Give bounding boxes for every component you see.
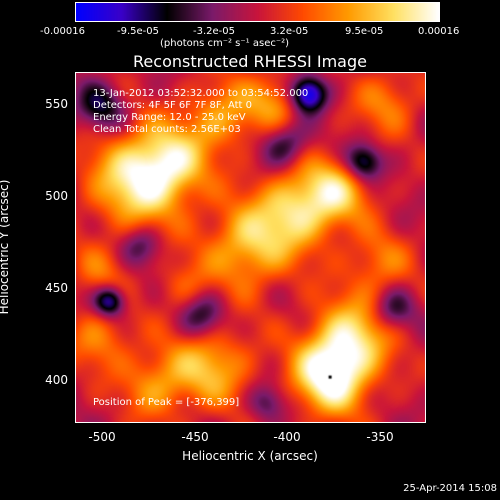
colorbar-tick-label: 3.2e-05 [270,26,309,37]
x-tick-label: -400 [273,430,301,444]
energy-range-annotation: Energy Range: 12.0 - 25.0 keV [93,112,246,123]
colorbar-tick-label: -0.00016 [40,26,85,37]
colorbar-tick-label: -3.2e-05 [193,26,235,37]
y-tick-label: 450 [45,281,68,295]
plot-frame [75,72,426,423]
x-tick-label: -350 [366,430,394,444]
x-axis-label: Heliocentric X (arcsec) [182,449,318,463]
clean-counts-annotation: Clean Total counts: 2.56E+03 [93,124,241,135]
heatmap-image [76,73,425,422]
peak-position-annotation: Position of Peak = [-376,399] [93,397,240,408]
colorbar-tick-label: 9.5e-05 [345,26,384,37]
y-tick-label: 500 [45,189,68,203]
y-tick-label: 550 [45,97,68,111]
colorbar [75,2,440,22]
y-tick-label: 400 [45,373,68,387]
time-range-annotation: 13-Jan-2012 03:52:32.000 to 03:54:52.000 [93,88,309,99]
detectors-annotation: Detectors: 4F 5F 6F 7F 8F, Att 0 [93,100,253,111]
y-axis-label: Heliocentric Y (arcsec) [0,179,11,315]
x-tick-label: -500 [88,430,116,444]
plot-date: 25-Apr-2014 15:08 [403,483,497,494]
plot-title: Reconstructed RHESSI Image [133,52,367,71]
colorbar-tick-label: -9.5e-05 [117,26,159,37]
x-tick-label: -450 [181,430,209,444]
colorbar-tick-label: 0.00016 [418,26,460,37]
colorbar-units: (photons cm⁻² s⁻¹ asec⁻²) [160,38,290,49]
